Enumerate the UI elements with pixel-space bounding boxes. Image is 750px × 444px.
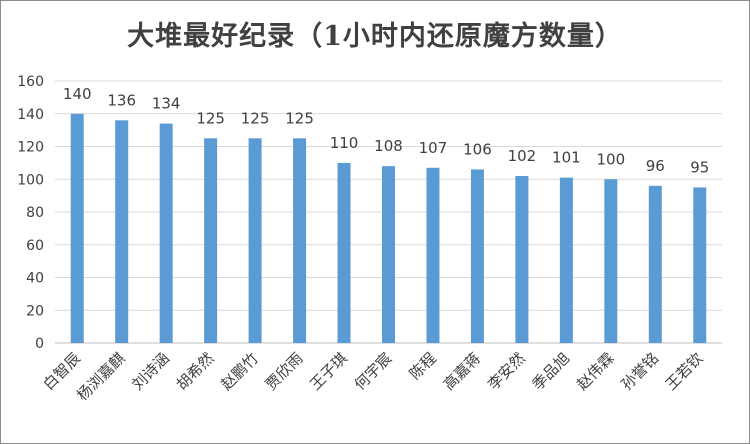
bar [248, 138, 262, 343]
data-label: 136 [107, 91, 136, 109]
bar [426, 167, 440, 343]
category-label: 李安然 [484, 349, 529, 394]
category-labels: 白智辰杨浏嘉麒 刘诗涵 胡希然 赵鹏竹 贾欣雨 王子琪 何宇宸 陈程 高嘉蒋 李安然 季品旭 赵伟霖孙… [40, 349, 707, 404]
category-label: 王子琪 [306, 349, 351, 394]
data-label: 107 [419, 139, 448, 157]
bar [382, 166, 395, 343]
data-label: 140 [63, 85, 92, 103]
category-label: 刘诗涵 [128, 349, 173, 394]
data-label: 125 [241, 109, 270, 127]
data-label: 100 [597, 150, 626, 168]
data-label: 108 [374, 137, 403, 155]
bar [337, 162, 351, 343]
y-tick-label: 80 [26, 205, 44, 221]
bar [115, 120, 129, 343]
bar [470, 169, 484, 343]
category-label: 赵鹏竹 [217, 349, 262, 394]
category-label: 王若钦 [662, 349, 707, 394]
bar [515, 175, 529, 343]
category-label: 胡希然 [173, 349, 218, 394]
bar [293, 138, 307, 343]
data-labels: 140 136 134 125 125 125 110 108 107 106 102 101 100 9… [63, 85, 709, 177]
data-label: 106 [463, 140, 492, 158]
bar [648, 185, 662, 343]
y-tick-label: 160 [17, 74, 44, 90]
y-tick-label: 20 [26, 303, 44, 319]
bar [159, 123, 173, 343]
data-label: 125 [196, 109, 225, 127]
category-label: 贾欣雨 [262, 349, 307, 394]
category-label: 季品旭 [529, 349, 574, 394]
bar [559, 177, 573, 343]
bar [204, 138, 218, 343]
y-tick-label: 120 [17, 140, 44, 156]
bar [693, 187, 707, 343]
y-tick-label: 40 [26, 271, 44, 287]
category-label: 杨浏嘉麒 [73, 349, 128, 404]
y-axis: 0 20 40 60 80 100 120 140 160 [17, 74, 44, 352]
data-label: 101 [552, 149, 581, 167]
category-label: 何宇宸 [351, 349, 396, 394]
y-tick-label: 100 [17, 172, 44, 188]
y-tick-label: 0 [35, 336, 44, 352]
bar [70, 113, 84, 343]
category-label: 赵伟霖 [573, 349, 618, 394]
bars [70, 113, 707, 343]
data-label: 96 [646, 157, 665, 175]
category-label: 孙誉铭 [618, 349, 663, 394]
data-label: 95 [690, 158, 709, 176]
chart-title: 大堆最好纪录（1小时内还原魔方数量） [127, 21, 623, 52]
data-label: 110 [330, 134, 359, 152]
y-tick-label: 60 [26, 238, 44, 254]
data-label: 125 [285, 109, 314, 127]
data-label: 102 [508, 147, 537, 165]
category-label: 陈程 [406, 349, 440, 383]
category-label: 高嘉蒋 [440, 349, 485, 394]
bar [604, 179, 618, 343]
data-label: 134 [152, 95, 181, 113]
y-tick-label: 140 [17, 107, 44, 123]
